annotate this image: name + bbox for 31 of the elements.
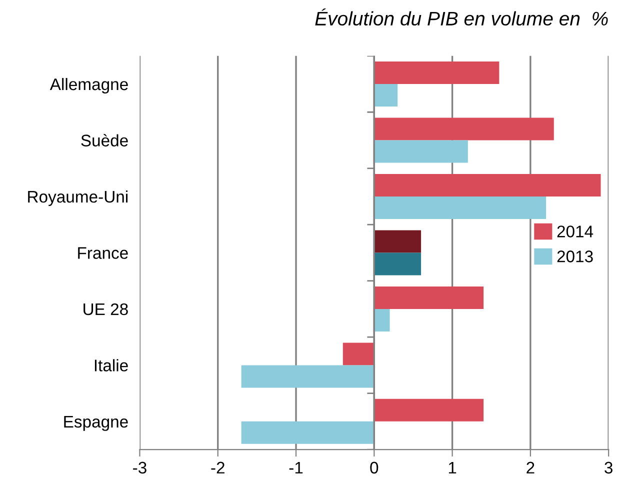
x-tick-label: -2 (211, 462, 224, 474)
bar (374, 140, 468, 163)
bar (374, 174, 601, 196)
x-tick-label: 2 (526, 462, 534, 474)
bar (374, 286, 484, 309)
bar (374, 196, 546, 219)
x-tick-label: 1 (448, 462, 456, 474)
y-tick-label: UE 28 (84, 303, 128, 316)
legend-label: 2013 (557, 250, 593, 262)
y-tick-label: France (78, 247, 128, 259)
bar (374, 252, 422, 276)
legend-label: 2014 (557, 226, 594, 238)
bar (374, 308, 390, 332)
bar (374, 230, 422, 253)
bar (374, 118, 554, 140)
y-tick-label: Italie (94, 359, 128, 372)
y-tick-label: Suède (81, 134, 128, 146)
y-tick-label: Espagne (64, 416, 128, 431)
x-tick-label: 3 (604, 462, 612, 474)
y-tick-label: Allemagne (50, 78, 128, 94)
bar (374, 84, 398, 107)
y-tick-label: Royaume-Uni (28, 190, 128, 206)
bar (241, 421, 374, 444)
bar (241, 365, 374, 388)
x-tick-label: -1 (289, 462, 303, 474)
x-tick-label: -3 (133, 462, 146, 474)
x-tick-label: 0 (370, 462, 378, 474)
bar (374, 398, 484, 422)
chart-title: Évolution du PIB en volume en % (315, 8, 608, 26)
bar (342, 342, 374, 366)
bar (374, 62, 500, 84)
